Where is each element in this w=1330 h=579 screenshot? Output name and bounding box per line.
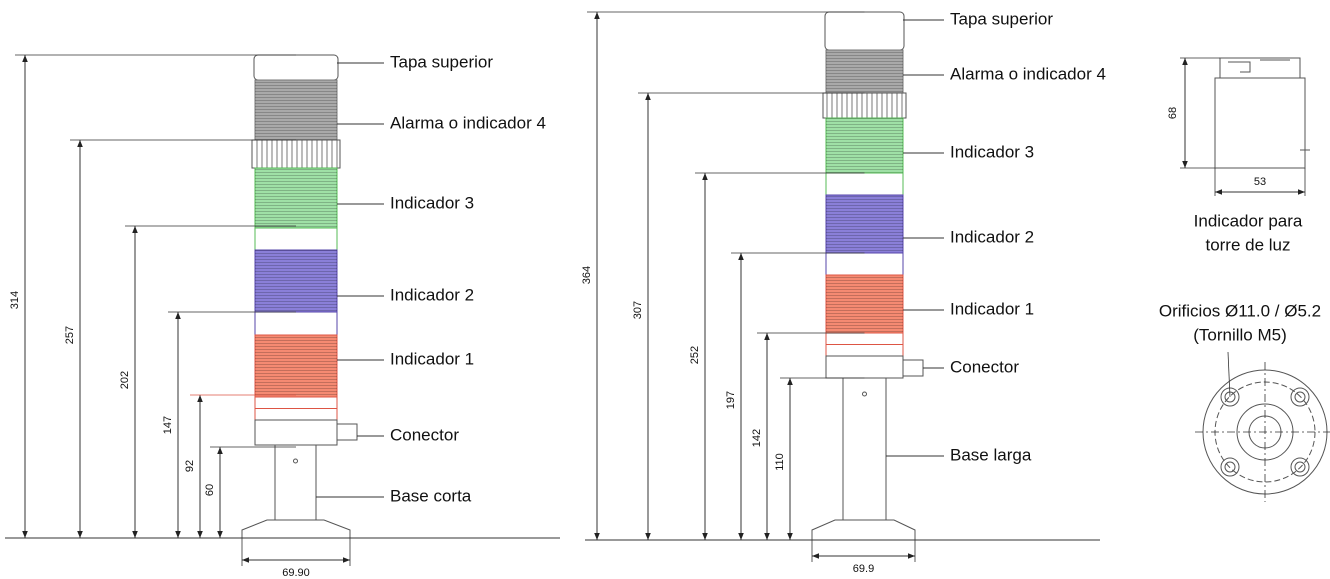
part-label: Indicador 2 — [950, 227, 1034, 246]
green-module-ribs — [255, 168, 337, 228]
dimension-label: 202 — [119, 371, 131, 389]
red-module-ribs — [255, 335, 337, 397]
spacer — [254, 311, 338, 336]
mount-hole — [1220, 457, 1240, 477]
dimension-label: 314 — [9, 291, 21, 309]
part-label: Conector — [390, 425, 459, 444]
purple-module-ribs — [826, 195, 903, 253]
part-label: Base larga — [950, 445, 1032, 464]
mount-hole — [1290, 457, 1310, 477]
part-label: Alarma o indicador 4 — [390, 113, 546, 132]
dimension-label: 110 — [774, 453, 786, 471]
base-width-label: 69.9 — [853, 563, 874, 575]
dimension-label: 364 — [581, 266, 593, 284]
dimension-label: 60 — [204, 484, 216, 496]
leader-line — [1227, 351, 1231, 398]
dimension-label: 147 — [162, 416, 174, 434]
part-label: Conector — [950, 357, 1019, 376]
purple-module-ribs — [255, 250, 337, 312]
base-width-label: 69.90 — [282, 567, 310, 579]
indicator-body — [1214, 77, 1306, 169]
drawing: 314 257 202 147 92 60 Tapa superior Alarma o in… — [5, 9, 1330, 579]
ring — [251, 139, 341, 169]
foot — [241, 519, 351, 539]
part-label: Indicador 3 — [390, 193, 474, 212]
dimension-label: 257 — [64, 326, 76, 344]
caption: torre de luz — [1205, 235, 1290, 254]
mount-hole-inner — [1294, 391, 1306, 403]
connector — [825, 355, 904, 379]
spacer — [825, 172, 904, 196]
connector-plug — [336, 423, 358, 441]
foot — [811, 519, 916, 541]
part-label: Indicador 2 — [390, 285, 474, 304]
part-label: Tapa superior — [390, 52, 493, 71]
spacer — [254, 227, 338, 251]
connector-plug — [902, 359, 924, 377]
indicator-top — [1219, 57, 1301, 79]
part-label: Indicador 1 — [950, 299, 1034, 318]
caption: Orificios Ø11.0 / Ø5.2 — [1159, 301, 1321, 320]
grey-module-ribs — [255, 80, 337, 140]
part-label: Base corta — [390, 486, 472, 505]
top-cap — [824, 11, 905, 51]
green-module-ribs — [826, 118, 903, 173]
caption: (Tornillo M5) — [1193, 325, 1287, 344]
post-screw — [862, 391, 867, 397]
mount-hole-inner — [1294, 461, 1306, 473]
part-label: Tapa superior — [950, 9, 1053, 28]
dimension-label: 53 — [1254, 176, 1266, 188]
dimension-label: 142 — [751, 429, 763, 447]
dimension-label: 68 — [1167, 107, 1179, 119]
spacer — [825, 252, 904, 276]
mount-hole — [1290, 387, 1310, 407]
caption: Indicador para — [1194, 211, 1303, 230]
dimension-label: 307 — [632, 301, 644, 319]
part-label: Indicador 1 — [390, 349, 474, 368]
dimension-label: 92 — [184, 460, 196, 472]
post — [274, 444, 317, 521]
mount-hole-inner — [1224, 461, 1236, 473]
top-cap — [253, 54, 339, 81]
ring — [822, 92, 907, 119]
grey-module-ribs — [826, 50, 903, 93]
part-label: Alarma o indicador 4 — [950, 64, 1106, 83]
dimension-label: 197 — [725, 391, 737, 409]
part-label: Indicador 3 — [950, 142, 1034, 161]
dimension-label: 252 — [689, 346, 701, 364]
connector — [254, 419, 338, 446]
post — [842, 377, 887, 521]
post-screw — [293, 458, 298, 464]
red-module-ribs — [826, 275, 903, 333]
